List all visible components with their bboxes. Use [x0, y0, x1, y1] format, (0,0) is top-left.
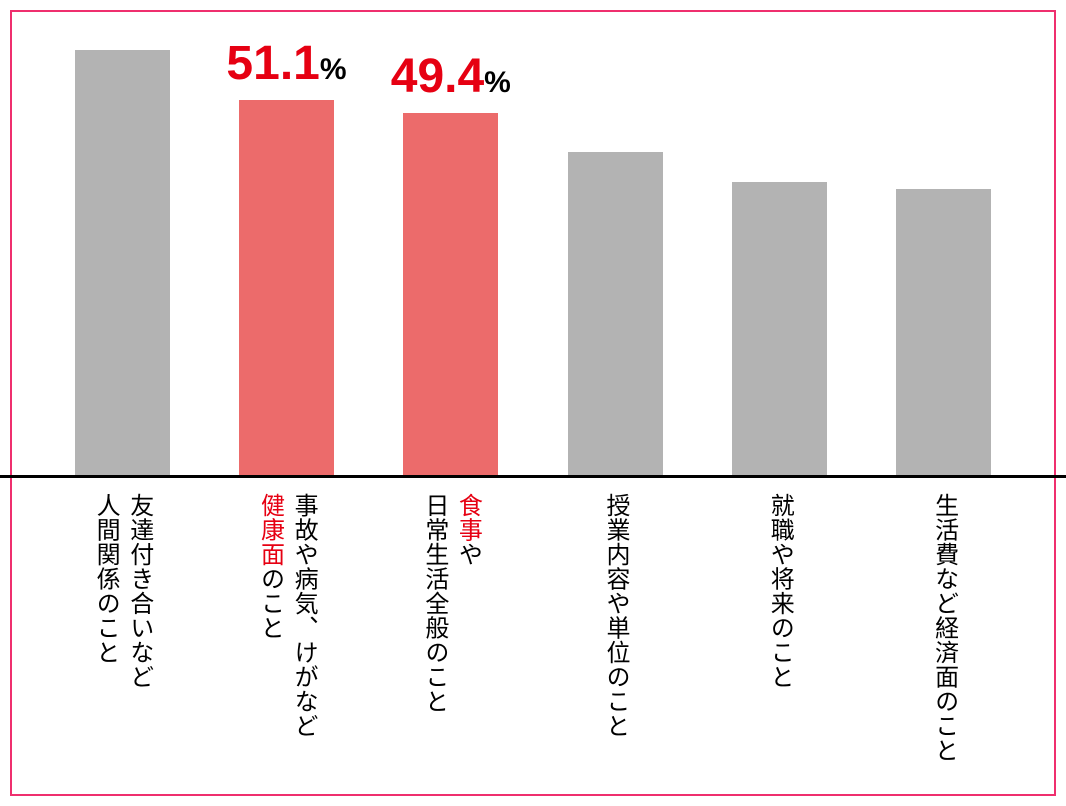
bar-slot [533, 35, 697, 475]
label-columns: 就職や将来のこと [766, 493, 794, 762]
label-column: 友達付き合いなど [125, 493, 153, 762]
label-columns: 友達付き合いなど人間関係のこと [92, 493, 153, 762]
bar-slot [40, 35, 204, 475]
label-columns: 授業内容や単位のこと [601, 493, 629, 762]
value-number: 51.1 [226, 37, 319, 90]
value-unit: % [484, 66, 511, 99]
label-slot: 生活費など経済面のこと [862, 493, 1026, 762]
label-columns: 食事や日常生活全般のこと [420, 493, 481, 762]
label-column: 生活費など経済面のこと [930, 493, 958, 762]
label-columns: 生活費など経済面のこと [930, 493, 958, 762]
label-slot: 友達付き合いなど人間関係のこと [40, 493, 204, 762]
label-text-part: 健康面 [256, 493, 283, 566]
bar [732, 182, 827, 475]
bar [896, 189, 991, 475]
x-axis [0, 475, 1066, 478]
label-text-part: 食事 [454, 493, 481, 542]
label-column: 授業内容や単位のこと [601, 493, 629, 762]
label-text-part: や [454, 542, 481, 566]
value-label: 49.4% [391, 53, 511, 101]
label-slot: 食事や日常生活全般のこと [369, 493, 533, 762]
category-labels: 友達付き合いなど人間関係のこと 事故や病気︑けがなど健康面のこと 食事や日常生活全般… [40, 493, 1026, 762]
value-unit: % [320, 53, 347, 86]
label-column: 食事や [454, 493, 482, 762]
label-column: 就職や将来のこと [766, 493, 794, 762]
bar [239, 100, 334, 475]
label-text-part: のこと [256, 566, 283, 639]
label-column: 日常生活全般のこと [420, 493, 448, 762]
label-slot: 授業内容や単位のこと [533, 493, 697, 762]
bar [568, 152, 663, 475]
bar [75, 50, 170, 475]
label-slot: 就職や将来のこと [697, 493, 861, 762]
label-slot: 事故や病気︑けがなど健康面のこと [204, 493, 368, 762]
bar-slot: 49.4% [369, 35, 533, 475]
bar [403, 113, 498, 475]
bar-slot [697, 35, 861, 475]
bar-slot [862, 35, 1026, 475]
label-column: 健康面のこと [256, 493, 284, 762]
bar-chart: 51.1%49.4% [40, 35, 1026, 475]
label-column: 人間関係のこと [92, 493, 120, 762]
bar-slot: 51.1% [204, 35, 368, 475]
label-column: 事故や病気︑けがなど [289, 493, 317, 762]
label-columns: 事故や病気︑けがなど健康面のこと [256, 493, 317, 762]
value-label: 51.1% [226, 40, 346, 88]
bars-container: 51.1%49.4% [40, 35, 1026, 475]
value-number: 49.4 [391, 50, 484, 103]
